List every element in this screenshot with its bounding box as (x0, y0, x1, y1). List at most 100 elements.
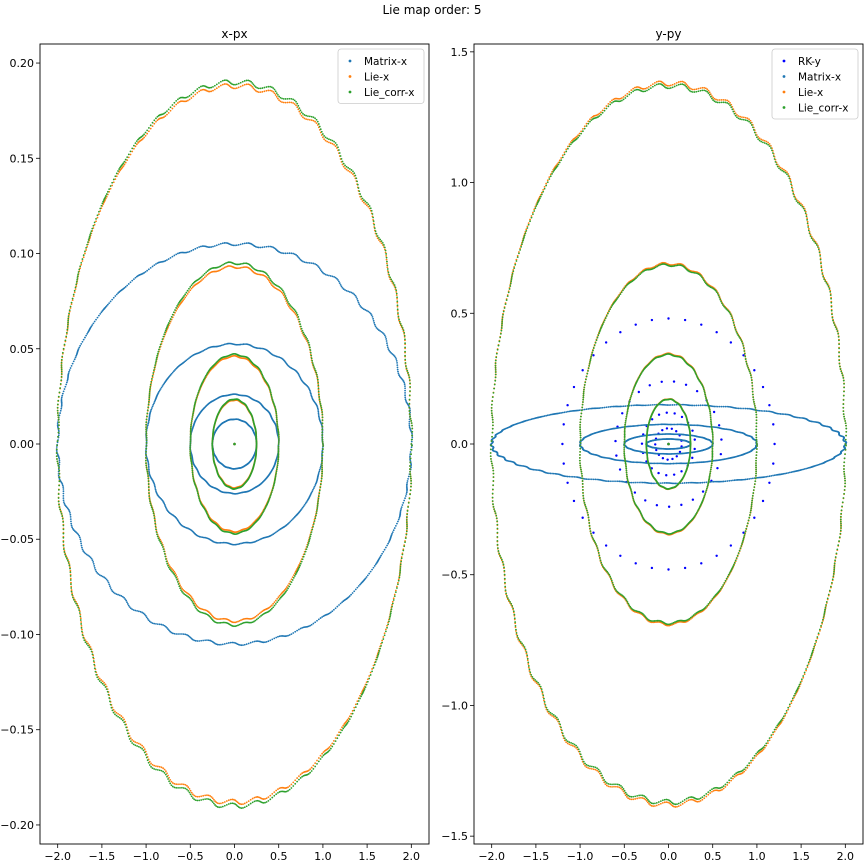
data-point (194, 799, 197, 802)
data-point (305, 114, 308, 117)
data-point (286, 252, 289, 255)
data-point (397, 315, 400, 318)
data-point (60, 407, 63, 410)
data-point (269, 794, 272, 797)
data-point (169, 318, 172, 320)
data-point (223, 83, 226, 85)
data-point (139, 610, 142, 613)
data-point (265, 89, 268, 92)
data-point (193, 601, 196, 603)
data-point (76, 604, 79, 607)
data-point (398, 375, 401, 378)
data-point (350, 593, 353, 596)
data-point (95, 570, 98, 573)
data-point (288, 97, 291, 100)
data-point (153, 366, 156, 369)
data-point (317, 384, 320, 387)
data-point (284, 101, 287, 104)
data-point (243, 83, 246, 86)
data-point (189, 793, 192, 796)
data-point (210, 86, 213, 89)
data-point (156, 765, 159, 768)
data-point (310, 357, 313, 360)
data-point (229, 641, 232, 644)
data-point (333, 275, 335, 278)
data-point (328, 274, 330, 277)
data-point (263, 246, 266, 248)
data-point (272, 487, 274, 490)
data-point (397, 370, 399, 373)
data-point (81, 633, 84, 636)
data-point (162, 335, 165, 338)
data-point (71, 297, 74, 300)
data-point (57, 456, 60, 459)
data-point (71, 593, 74, 596)
data-point (152, 512, 155, 515)
data-point (368, 572, 371, 575)
data-point (192, 91, 195, 94)
data-point (277, 453, 280, 456)
data-point (361, 307, 364, 310)
data-point (407, 477, 409, 480)
data-point (353, 590, 356, 593)
data-point (145, 444, 148, 447)
data-point (145, 426, 148, 428)
data-point (58, 484, 61, 487)
data-point (165, 560, 168, 563)
data-point (277, 445, 280, 448)
data-point (156, 623, 159, 625)
data-point (108, 188, 111, 191)
data-point (173, 573, 176, 576)
data-point (68, 312, 70, 315)
data-point (127, 153, 130, 156)
data-point (156, 533, 158, 536)
data-point (95, 220, 97, 223)
data-point (76, 277, 79, 279)
data-point (196, 492, 199, 495)
data-point (237, 82, 240, 85)
data-point (59, 508, 61, 511)
data-point (339, 283, 342, 286)
data-point (319, 269, 322, 271)
data-point (199, 85, 202, 88)
data-point (161, 385, 164, 387)
data-point (155, 360, 157, 363)
data-point (273, 791, 276, 793)
data-point (396, 366, 399, 369)
data-point (267, 799, 270, 802)
data-point (398, 374, 400, 376)
data-point (66, 379, 69, 382)
data-point (306, 338, 308, 340)
data-point (100, 679, 103, 681)
data-point (193, 639, 196, 642)
data-point (115, 293, 118, 296)
data-point (404, 385, 406, 388)
data-point (298, 375, 301, 378)
data-point (339, 731, 342, 734)
data-point (257, 617, 260, 620)
data-point (296, 780, 299, 783)
data-point (109, 703, 112, 706)
data-point (408, 412, 411, 415)
data-point (300, 508, 303, 510)
data-point (134, 145, 137, 148)
data-point (403, 383, 406, 386)
data-point (404, 398, 407, 401)
data-point (370, 210, 373, 212)
data-point (276, 601, 279, 604)
data-point (259, 347, 262, 350)
data-point (241, 266, 243, 269)
data-point (96, 216, 99, 219)
data-point (275, 468, 278, 471)
data-point (149, 502, 152, 505)
data-point (167, 321, 170, 324)
data-point (117, 715, 119, 718)
data-point (145, 447, 148, 450)
data-point (100, 681, 103, 684)
data-point (287, 786, 289, 789)
data-point (225, 242, 227, 244)
data-point (317, 500, 320, 502)
data-point (323, 138, 326, 141)
data-point (159, 343, 162, 346)
